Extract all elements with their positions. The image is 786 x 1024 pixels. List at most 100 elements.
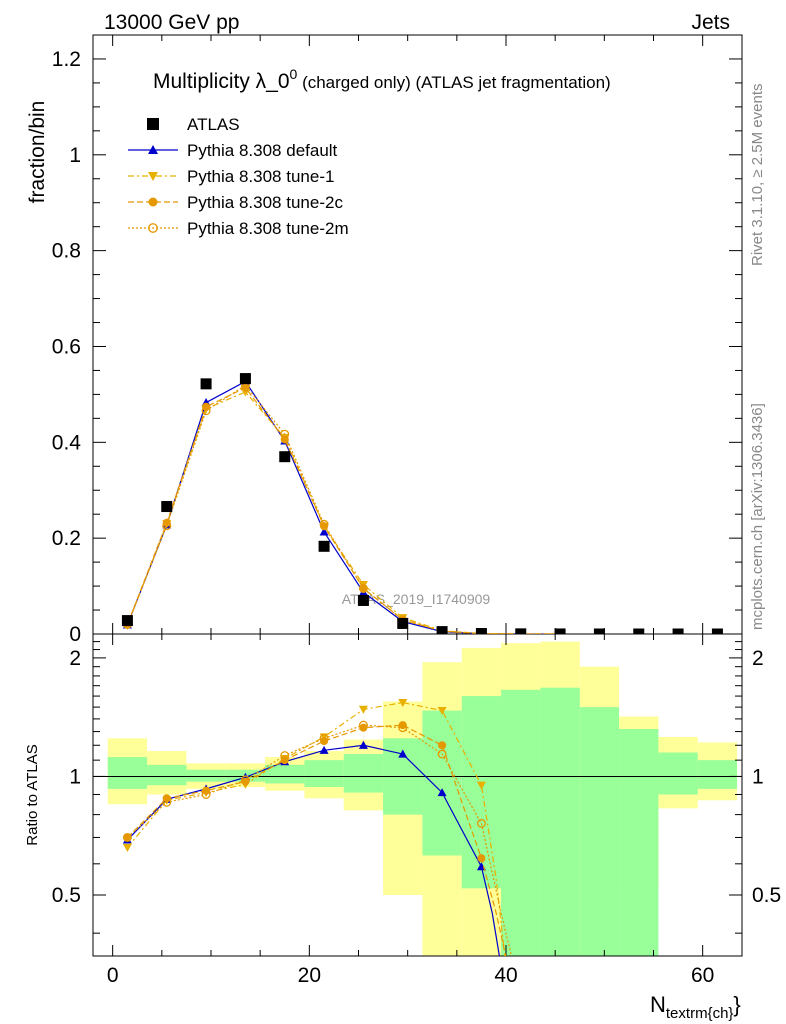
ratio-y-tick-label-right: 2	[752, 647, 764, 670]
x-tick-label: 40	[494, 964, 517, 987]
header-left: 13000 GeV pp	[104, 11, 239, 34]
ratio-series-point	[122, 832, 132, 842]
title-main: Multiplicity λ_0	[153, 70, 290, 93]
atlas-data-point	[593, 628, 605, 634]
analysis-watermark: ATLAS_2019_I1740909	[342, 591, 491, 607]
ratio-series-point	[201, 789, 211, 799]
legend-label: Pythia 8.308 tune-1	[187, 167, 334, 186]
atlas-data-point	[397, 617, 409, 629]
band-inner-bin	[619, 728, 659, 956]
x-axis-label: Ntextrm{ch}}	[650, 992, 741, 1022]
ratio-series-point	[319, 733, 329, 743]
atlas-data-point	[318, 540, 330, 552]
ratio-series-line	[126, 744, 501, 956]
band-inner-bin	[579, 707, 620, 956]
atlas-data-point	[279, 451, 291, 463]
atlas-data-point	[161, 501, 173, 513]
x-tick-label: 60	[691, 964, 714, 987]
atlas-data-point	[436, 626, 448, 634]
ratio-bands	[107, 641, 738, 956]
band-inner-bin	[107, 757, 148, 789]
legend-label: Pythia 8.308 tune-2c	[187, 193, 343, 212]
atlas-data-point	[515, 628, 527, 634]
mcplots-label: mcplots.cern.ch [arXiv:1306.3436]	[749, 403, 766, 630]
ratio-series-point	[477, 854, 486, 863]
atlas-data-point	[121, 615, 133, 627]
ratio-series-point	[476, 818, 486, 828]
main-series-point	[201, 406, 211, 416]
ratio-series-point	[358, 740, 368, 749]
main-series-point	[162, 521, 172, 531]
xlabel-close: }	[733, 992, 740, 1017]
band-inner-bin	[501, 689, 541, 956]
main-ylabel: fraction/bin	[26, 101, 49, 204]
y-tick-label: 0.2	[52, 527, 81, 550]
ratio-y-tick-label-right: 1	[752, 765, 764, 788]
x-tick-label: 20	[298, 964, 321, 987]
atlas-data-point	[475, 628, 487, 634]
atlas-data-point	[633, 628, 645, 634]
ratio-series-point	[240, 775, 250, 785]
rivet-label: Rivet 3.1.10, ≥ 2.5M events	[749, 84, 766, 267]
main-series-point	[358, 584, 368, 593]
title-sup: 0	[290, 66, 298, 82]
ratio-series-point	[280, 751, 290, 761]
legend-marker	[148, 223, 158, 233]
band-inner-bin	[697, 760, 738, 789]
legend-label: Pythia 8.308 tune-2m	[187, 219, 349, 238]
main-series-point	[280, 429, 290, 439]
ratio-series-point	[398, 699, 408, 708]
y-tick-label: 1	[69, 144, 81, 167]
xlabel-main: N	[650, 992, 666, 1017]
ratio-series-point	[437, 706, 447, 716]
title-rest: (charged only) (ATLAS jet fragmentation)	[297, 73, 610, 92]
ratio-series-point	[398, 721, 407, 730]
ratio-y-tick-label-left: 2	[69, 647, 81, 670]
band-inner-bin	[343, 754, 384, 793]
ratio-plot-frame	[92, 633, 743, 957]
atlas-data-point	[200, 378, 212, 390]
ratio-series-point	[437, 788, 447, 797]
ratio-series-point	[398, 749, 408, 758]
band-inner-bin	[540, 687, 580, 956]
ratio-series-point	[122, 843, 132, 853]
band-inner-bin	[304, 760, 344, 788]
ratio-series-point	[476, 781, 486, 790]
main-axes: 0 0.2 0.4 0.6 0.8 1 1.2	[52, 35, 742, 646]
main-series-line	[126, 386, 561, 634]
band-inner-bin	[186, 769, 226, 782]
atlas-data-point	[554, 628, 566, 634]
ratio-data	[122, 699, 513, 956]
y-tick-label: 0.4	[52, 431, 82, 454]
main-data	[121, 373, 723, 634]
main-series-line	[126, 384, 561, 634]
main-series-point	[162, 518, 171, 527]
x-tick-label: 0	[107, 964, 119, 987]
ratio-series-point	[398, 723, 408, 733]
ratio-series-point	[358, 705, 368, 714]
band-inner-bin	[265, 764, 305, 784]
band-inner-bin	[147, 764, 187, 786]
legend-marker	[148, 197, 158, 207]
ratio-series-line	[126, 724, 507, 956]
legend-marker	[147, 118, 159, 130]
atlas-data-point	[672, 628, 684, 634]
ratio-series-point	[319, 745, 329, 754]
ratio-series-line	[126, 701, 506, 956]
y-tick-label: 0.8	[52, 240, 81, 263]
y-tick-label: 0	[69, 623, 81, 646]
plot-title: Multiplicity λ_00 (charged only) (ATLAS …	[153, 66, 611, 93]
y-tick-label: 0.6	[52, 335, 81, 358]
ratio-y-tick-label-right: 0.5	[752, 884, 781, 907]
legend-marker	[148, 145, 158, 154]
ratio-y-tick-label-left: 0.5	[52, 884, 81, 907]
band-inner-bin	[658, 752, 698, 795]
header-right: Jets	[691, 11, 730, 34]
xlabel-sub: textrm{ch}	[666, 1005, 734, 1022]
ratio-series-point	[437, 749, 447, 759]
legend-label: ATLAS	[187, 115, 240, 134]
ratio-series-line	[127, 724, 513, 956]
atlas-data-point	[239, 373, 251, 385]
ratio-series-point	[358, 720, 368, 730]
